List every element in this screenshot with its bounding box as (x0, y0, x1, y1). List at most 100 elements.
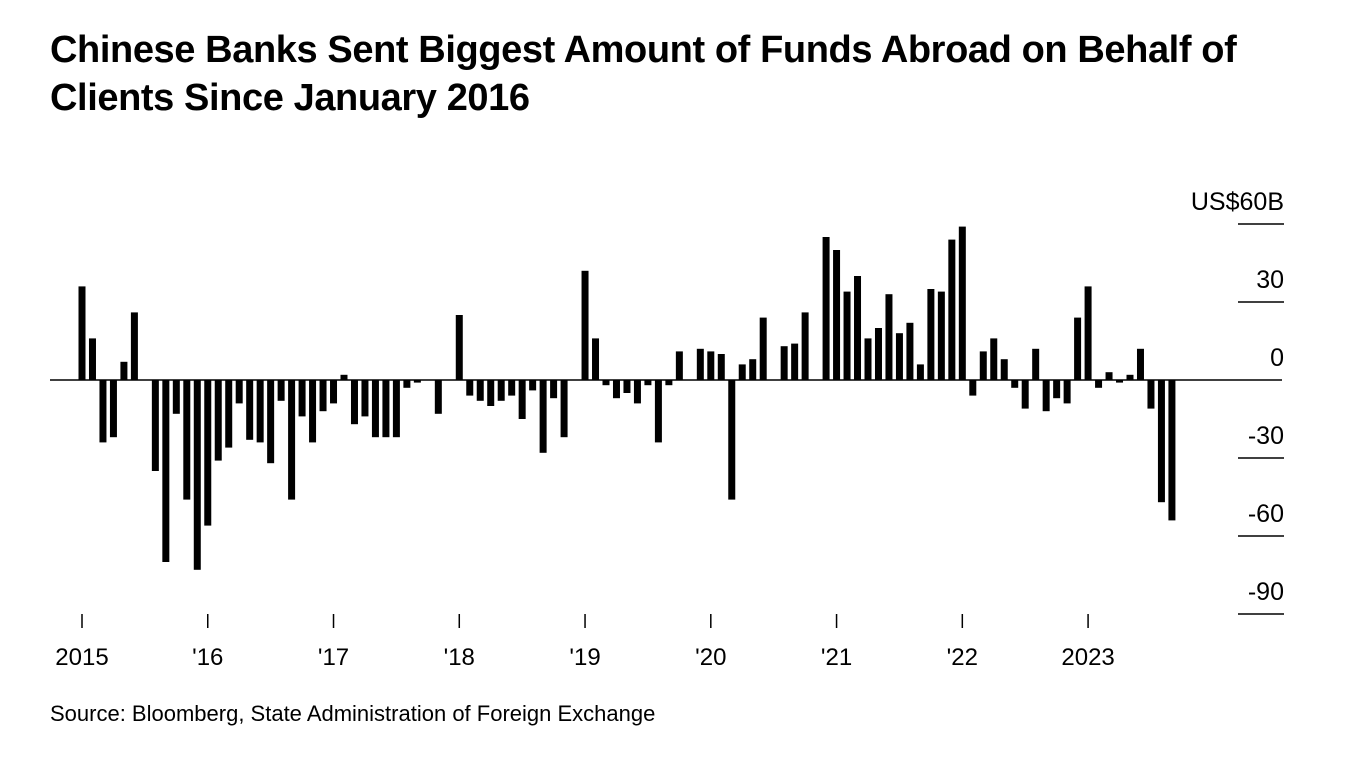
bar (277, 380, 285, 401)
bar (235, 380, 243, 404)
bar (288, 380, 296, 500)
x-tick-label: '20 (695, 644, 726, 671)
bar (665, 380, 673, 386)
x-tick-label: '18 (444, 644, 475, 671)
bar (885, 294, 893, 380)
bar (707, 351, 715, 380)
bar (1074, 317, 1082, 380)
bar (162, 380, 170, 562)
bar (225, 380, 233, 448)
bar (948, 239, 956, 380)
bar (1032, 348, 1040, 380)
bar (560, 380, 568, 438)
bar (319, 380, 327, 412)
bar (193, 380, 201, 570)
bar (654, 380, 662, 443)
bar (340, 374, 348, 380)
bar (843, 291, 851, 380)
bar (330, 380, 338, 404)
bar (267, 380, 275, 464)
bar (309, 380, 317, 443)
bar (623, 380, 631, 393)
x-axis: 2015 '16 '17 '18 '19 '20 '21 '22 2023 (55, 614, 1115, 671)
bar (592, 338, 600, 380)
bar (759, 317, 767, 380)
x-tick-label: '21 (821, 644, 852, 671)
bar (916, 364, 924, 380)
bar (602, 380, 610, 386)
x-tick-label: 2015 (55, 644, 108, 671)
bar (1084, 286, 1092, 380)
bar (151, 380, 159, 471)
bar (466, 380, 474, 396)
bar (403, 380, 411, 388)
bar (833, 250, 841, 380)
bar (979, 351, 987, 380)
bar (644, 380, 652, 386)
bar (120, 361, 128, 380)
x-tick-label: '22 (947, 644, 978, 671)
bar (801, 312, 809, 380)
bar (361, 380, 369, 417)
bar (246, 380, 254, 440)
bar (937, 291, 945, 380)
bar (214, 380, 222, 461)
bar (749, 359, 757, 380)
bar (717, 354, 725, 380)
bar (539, 380, 547, 453)
bar (738, 364, 746, 380)
bar (1095, 380, 1103, 388)
bar (497, 380, 505, 401)
bar (927, 289, 935, 380)
bar (969, 380, 977, 396)
chart-title: Chinese Banks Sent Biggest Amount of Fun… (50, 29, 1237, 119)
bar (434, 380, 442, 414)
bar (392, 380, 400, 438)
y-tick-label: -30 (1248, 422, 1284, 450)
y-tick-label: 0 (1270, 344, 1284, 372)
y-tick-label: -60 (1248, 500, 1284, 528)
bar (1116, 380, 1124, 383)
bar (172, 380, 180, 414)
bar (791, 343, 799, 380)
bar (382, 380, 390, 438)
bar (88, 338, 96, 380)
bar (350, 380, 358, 425)
bar (990, 338, 998, 380)
y-tick-label: -90 (1248, 578, 1284, 606)
bar (298, 380, 306, 417)
bar (130, 312, 138, 380)
bar (508, 380, 516, 396)
bar (1063, 380, 1071, 404)
bar (204, 380, 212, 526)
bar (612, 380, 620, 399)
bar (183, 380, 191, 500)
bar (487, 380, 495, 406)
bar (413, 380, 421, 383)
bar (1168, 380, 1176, 521)
y-tick-label: 30 (1256, 266, 1284, 294)
bar (895, 333, 903, 380)
x-tick-label: '17 (318, 644, 349, 671)
bar (874, 328, 882, 380)
x-tick-label: '19 (569, 644, 600, 671)
bar (1000, 359, 1008, 380)
y-tick-label: US$60B (1191, 188, 1284, 216)
bar (822, 237, 830, 380)
bars-group (78, 226, 1176, 570)
bar (109, 380, 117, 438)
bar (78, 286, 86, 380)
bar (1042, 380, 1050, 412)
source-note: Source: Bloomberg, State Administration … (50, 701, 656, 726)
bar (675, 351, 683, 380)
bar (455, 315, 463, 380)
bar (1011, 380, 1019, 388)
bar (581, 270, 589, 380)
bar (864, 338, 872, 380)
bar (550, 380, 558, 399)
bar (1126, 374, 1134, 380)
x-tick-label: 2023 (1061, 644, 1114, 671)
bar (1053, 380, 1061, 399)
bar (958, 226, 966, 380)
